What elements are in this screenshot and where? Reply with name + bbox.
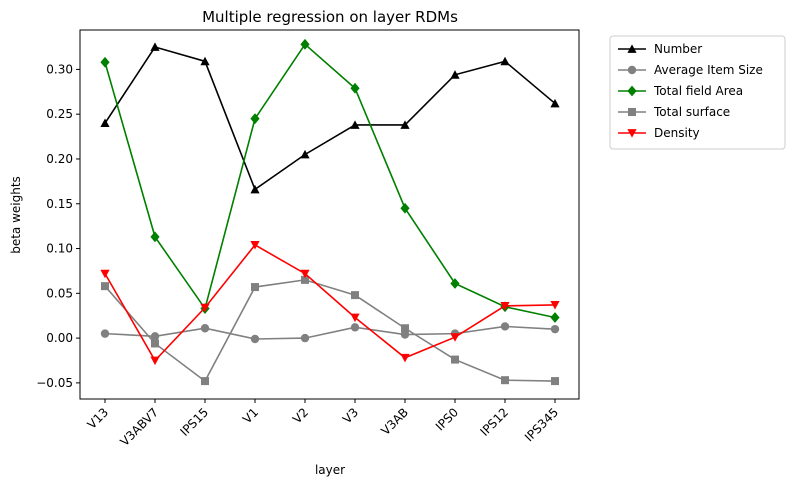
data-point-average-item-size bbox=[350, 323, 360, 332]
x-tick-label: V1 bbox=[240, 405, 261, 426]
y-tick-label: 0.10 bbox=[46, 242, 73, 256]
x-tick-label: V3AB bbox=[378, 405, 411, 438]
data-point-density bbox=[350, 313, 360, 323]
data-point-number bbox=[200, 56, 210, 66]
y-tick-label: −0.05 bbox=[36, 376, 73, 390]
data-point-number bbox=[500, 56, 510, 66]
y-tick-label: 0.20 bbox=[46, 152, 73, 166]
data-point-total-field-area bbox=[550, 312, 560, 323]
legend: Number Average Item Size Total field Area T… bbox=[609, 35, 786, 150]
x-tick-label: IPS345 bbox=[522, 405, 561, 444]
y-tick-label: 0.25 bbox=[46, 107, 73, 121]
legend-marker-total-surface bbox=[628, 108, 636, 116]
data-point-total-surface bbox=[301, 275, 309, 284]
data-point-density bbox=[150, 356, 160, 366]
data-point-number bbox=[100, 118, 110, 128]
legend-frame bbox=[609, 35, 786, 150]
data-point-total-surface bbox=[251, 283, 259, 292]
data-point-total-field-area bbox=[250, 113, 260, 125]
data-point-total-surface bbox=[551, 377, 559, 386]
data-point-average-item-size bbox=[250, 334, 260, 344]
series-line-average-item-size bbox=[104, 325, 556, 340]
legend-label-density: Density bbox=[654, 126, 700, 140]
data-point-total-field-area bbox=[450, 278, 460, 289]
series-line-total-surface bbox=[104, 279, 556, 383]
y-tick-label: 0.15 bbox=[46, 197, 73, 211]
data-point-average-item-size bbox=[100, 329, 110, 338]
data-point-average-item-size bbox=[400, 330, 410, 339]
legend-label-total-field-area: Total field Area bbox=[653, 84, 743, 98]
legend-label-total-surface: Total surface bbox=[653, 105, 730, 119]
x-tick-label: V2 bbox=[290, 405, 311, 426]
data-point-number bbox=[400, 120, 410, 129]
data-point-total-field-area bbox=[150, 231, 160, 243]
series-line-total-field-area bbox=[104, 43, 556, 319]
data-point-total-surface bbox=[451, 355, 459, 364]
data-point-number bbox=[350, 120, 360, 129]
data-point-number bbox=[250, 184, 260, 194]
chart-title: Multiple regression on layer RDMs bbox=[202, 8, 458, 26]
x-tick-label: IPS0 bbox=[433, 405, 461, 433]
data-point-number bbox=[550, 98, 560, 108]
data-point-total-field-area bbox=[400, 202, 410, 214]
data-point-density bbox=[100, 269, 110, 279]
y-axis-label: beta weights bbox=[9, 176, 23, 254]
data-point-density bbox=[250, 241, 260, 250]
x-tick-label: V3 bbox=[340, 405, 361, 426]
data-point-average-item-size bbox=[200, 324, 210, 333]
legend-marker-number bbox=[627, 44, 637, 53]
y-tick-label: 0.00 bbox=[46, 331, 73, 345]
data-point-density bbox=[400, 353, 410, 363]
y-tick-label: 0.05 bbox=[46, 286, 73, 300]
data-point-total-surface bbox=[151, 339, 159, 348]
x-tick-label: IPS15 bbox=[177, 405, 211, 439]
x-tick-label: V13 bbox=[85, 405, 112, 432]
data-point-number bbox=[150, 42, 160, 51]
series-line-density bbox=[104, 243, 556, 362]
data-point-total-surface bbox=[501, 376, 509, 385]
series-line-number bbox=[104, 46, 556, 191]
data-point-total-surface bbox=[201, 377, 209, 386]
x-tick-label: IPS12 bbox=[477, 405, 511, 439]
data-point-total-surface bbox=[401, 324, 409, 333]
data-point-average-item-size bbox=[300, 333, 310, 343]
data-point-density bbox=[500, 301, 510, 311]
data-point-average-item-size bbox=[500, 322, 510, 331]
data-point-density bbox=[200, 303, 210, 313]
x-tick-label: V3ABV7 bbox=[117, 405, 161, 449]
x-axis-label: layer bbox=[315, 463, 345, 477]
data-point-total-field-area bbox=[100, 56, 110, 68]
y-tick-label: 0.30 bbox=[46, 62, 73, 76]
data-point-density bbox=[550, 301, 560, 310]
legend-label-average-item-size: Average Item Size bbox=[654, 63, 763, 77]
data-point-total-surface bbox=[351, 291, 359, 300]
legend-label-number: Number bbox=[654, 42, 702, 56]
axes-frame bbox=[79, 29, 580, 400]
data-point-density bbox=[300, 269, 310, 279]
legend-marker-average-item-size bbox=[627, 65, 637, 75]
data-point-density bbox=[450, 333, 460, 342]
data-point-total-field-area bbox=[300, 38, 310, 50]
legend-marker-density bbox=[627, 129, 637, 138]
data-point-average-item-size bbox=[150, 332, 160, 341]
data-point-average-item-size bbox=[550, 324, 560, 334]
legend-marker-total-field-area bbox=[627, 85, 637, 97]
data-point-number bbox=[450, 70, 460, 79]
data-point-total-surface bbox=[101, 282, 109, 291]
data-point-total-field-area bbox=[350, 82, 360, 94]
data-point-number bbox=[300, 149, 310, 159]
